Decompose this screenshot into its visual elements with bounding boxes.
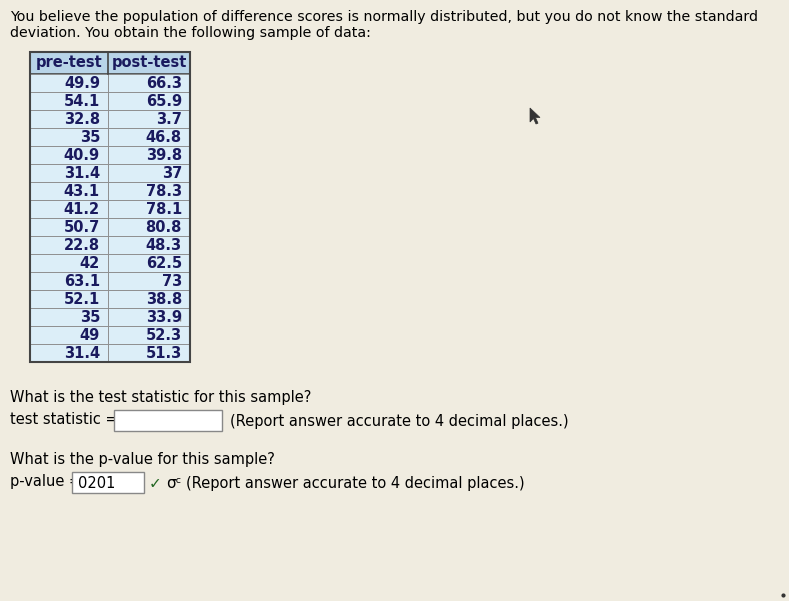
Text: (Report answer accurate to 4 decimal places.): (Report answer accurate to 4 decimal pla… <box>186 476 525 491</box>
Text: 41.2: 41.2 <box>64 201 100 216</box>
Text: What is the p-value for this sample?: What is the p-value for this sample? <box>10 452 275 467</box>
Text: 49.9: 49.9 <box>64 76 100 91</box>
Polygon shape <box>530 108 540 124</box>
Text: 43.1: 43.1 <box>64 183 100 198</box>
Text: 54.1: 54.1 <box>64 94 100 109</box>
Text: 42: 42 <box>80 255 100 270</box>
Bar <box>30 92 108 110</box>
Text: 78.1: 78.1 <box>146 201 182 216</box>
Bar <box>114 410 222 431</box>
Bar <box>30 218 108 236</box>
Bar <box>108 164 190 182</box>
Bar <box>30 182 108 200</box>
Text: test statistic =: test statistic = <box>10 412 118 427</box>
Bar <box>108 92 190 110</box>
Text: 50.7: 50.7 <box>64 219 100 234</box>
Bar <box>108 290 190 308</box>
Bar <box>30 254 108 272</box>
Text: 73: 73 <box>162 273 182 288</box>
Bar <box>108 218 190 236</box>
Text: 80.8: 80.8 <box>146 219 182 234</box>
Text: 22.8: 22.8 <box>64 237 100 252</box>
Bar <box>108 344 190 362</box>
Text: (Report answer accurate to 4 decimal places.): (Report answer accurate to 4 decimal pla… <box>230 414 569 429</box>
Bar <box>30 110 108 128</box>
Text: 48.3: 48.3 <box>146 237 182 252</box>
Bar <box>108 272 190 290</box>
Text: You believe the population of difference scores is normally distributed, but you: You believe the population of difference… <box>10 10 758 24</box>
Bar <box>108 128 190 146</box>
Bar <box>108 200 190 218</box>
Text: 35: 35 <box>80 310 100 325</box>
Text: deviation. You obtain the following sample of data:: deviation. You obtain the following samp… <box>10 26 371 40</box>
Bar <box>108 110 190 128</box>
Bar <box>108 182 190 200</box>
Text: ✓: ✓ <box>149 476 162 491</box>
Text: 62.5: 62.5 <box>146 255 182 270</box>
Text: 3.7: 3.7 <box>156 112 182 126</box>
Bar <box>108 146 190 164</box>
Bar <box>30 200 108 218</box>
Text: 63.1: 63.1 <box>64 273 100 288</box>
Bar <box>30 52 190 74</box>
Text: 0201: 0201 <box>78 476 115 491</box>
Text: 66.3: 66.3 <box>146 76 182 91</box>
Text: 31.4: 31.4 <box>64 346 100 361</box>
Bar <box>30 290 108 308</box>
Bar <box>108 254 190 272</box>
Text: 37: 37 <box>162 165 182 180</box>
Text: 38.8: 38.8 <box>146 291 182 307</box>
Bar <box>30 74 108 92</box>
Text: 78.3: 78.3 <box>146 183 182 198</box>
Bar <box>30 308 108 326</box>
Bar <box>30 52 190 362</box>
Text: σᶜ: σᶜ <box>166 476 181 491</box>
Text: post-test: post-test <box>111 55 187 70</box>
Bar <box>30 128 108 146</box>
Text: 35: 35 <box>80 129 100 144</box>
Text: 52.3: 52.3 <box>146 328 182 343</box>
Bar <box>108 236 190 254</box>
Bar <box>30 164 108 182</box>
Bar <box>108 308 190 326</box>
Text: pre-test: pre-test <box>36 55 103 70</box>
Text: 65.9: 65.9 <box>146 94 182 109</box>
Text: 49: 49 <box>80 328 100 343</box>
Text: 51.3: 51.3 <box>146 346 182 361</box>
Text: 39.8: 39.8 <box>146 147 182 162</box>
Bar <box>108 74 190 92</box>
Bar <box>108 326 190 344</box>
Text: p-value =: p-value = <box>10 474 81 489</box>
Bar <box>72 472 144 493</box>
Bar <box>30 326 108 344</box>
Text: 46.8: 46.8 <box>146 129 182 144</box>
Text: 52.1: 52.1 <box>64 291 100 307</box>
Bar <box>30 236 108 254</box>
Bar <box>30 146 108 164</box>
Text: 31.4: 31.4 <box>64 165 100 180</box>
Bar <box>30 272 108 290</box>
Text: 40.9: 40.9 <box>64 147 100 162</box>
Text: 32.8: 32.8 <box>64 112 100 126</box>
Text: 33.9: 33.9 <box>146 310 182 325</box>
Text: What is the test statistic for this sample?: What is the test statistic for this samp… <box>10 390 312 405</box>
Bar <box>30 344 108 362</box>
